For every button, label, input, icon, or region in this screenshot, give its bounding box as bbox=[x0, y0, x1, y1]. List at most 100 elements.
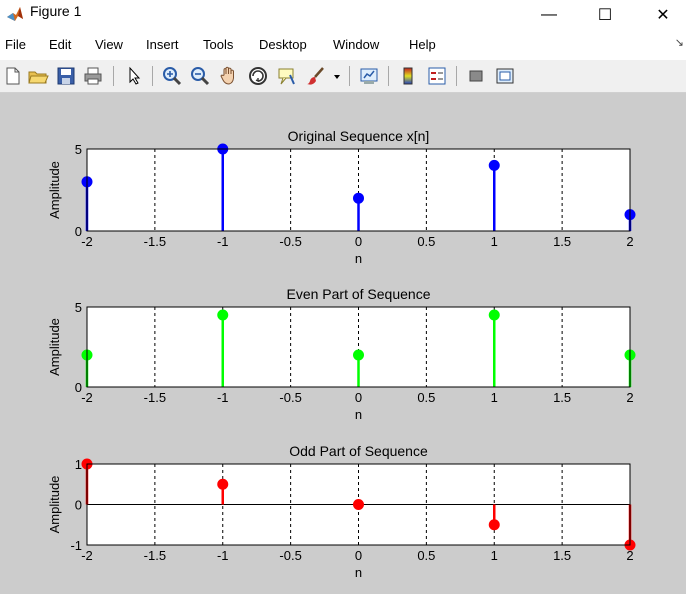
dock-arrow-icon[interactable]: ↘ bbox=[674, 37, 684, 49]
odd-x-tick-label: -1.5 bbox=[144, 548, 166, 563]
brush-icon[interactable] bbox=[305, 65, 327, 87]
show-plot-tools-icon[interactable] bbox=[494, 65, 516, 87]
original-y-tick-label: 5 bbox=[75, 142, 82, 157]
even-y-label: Amplitude bbox=[47, 318, 62, 376]
even-marker bbox=[353, 349, 364, 361]
minimize-button[interactable]: — bbox=[526, 0, 572, 30]
original-y-tick-label: 0 bbox=[75, 224, 82, 239]
title-bar: Figure 1 — ☐ ✕ bbox=[0, 0, 686, 30]
menu-bar: File Edit View Insert Tools Desktop Wind… bbox=[0, 34, 686, 56]
odd-x-tick-label: -1 bbox=[217, 548, 229, 563]
even-x-label: n bbox=[355, 407, 362, 422]
original-x-tick-label: 0.5 bbox=[417, 234, 435, 249]
open-file-icon[interactable] bbox=[27, 65, 49, 87]
figure-toolbar bbox=[0, 60, 686, 93]
colorbar-icon[interactable] bbox=[397, 65, 419, 87]
odd-x-tick-label: 1 bbox=[491, 548, 498, 563]
even-x-tick-label: 2 bbox=[626, 390, 633, 405]
odd-x-tick-label: 0.5 bbox=[417, 548, 435, 563]
figure-plots: -2 -1.5 -1 -0.5 0 0.5 1 1.5 2 0 5 Original Sequence… bbox=[47, 128, 636, 580]
original-x-label: n bbox=[355, 251, 362, 266]
menu-tools[interactable]: Tools bbox=[203, 37, 234, 52]
original-axes-frame bbox=[86, 148, 631, 232]
original-marker bbox=[353, 192, 364, 204]
even-x-tick-label: 0.5 bbox=[417, 390, 435, 405]
link-plot-icon[interactable] bbox=[358, 65, 380, 87]
zoom-out-icon[interactable] bbox=[189, 65, 211, 87]
figure-canvas: -2 -1.5 -1 -0.5 0 0.5 1 1.5 2 0 5 Original Sequence… bbox=[0, 93, 686, 594]
odd-x-tick-label: 2 bbox=[626, 548, 633, 563]
menu-help[interactable]: Help bbox=[409, 37, 436, 52]
even-x-tick-label: -1 bbox=[217, 390, 229, 405]
original-x-tick-label: -0.5 bbox=[279, 234, 301, 249]
edit-plot-arrow-icon[interactable] bbox=[123, 65, 145, 87]
odd-x-label: n bbox=[355, 565, 362, 580]
close-button[interactable]: ✕ bbox=[640, 0, 686, 30]
brush-dropdown-icon[interactable] bbox=[331, 65, 343, 87]
original-x-tick-label: 1 bbox=[491, 234, 498, 249]
toolbar-separator bbox=[456, 66, 457, 86]
even-marker bbox=[217, 309, 229, 321]
even-x-tick-label: -2 bbox=[81, 390, 93, 405]
original-x-tick-label: -1.5 bbox=[144, 234, 166, 249]
save-icon[interactable] bbox=[55, 65, 77, 87]
odd-marker bbox=[353, 499, 364, 510]
odd-marker bbox=[217, 478, 229, 490]
even-x-tick-label: 0 bbox=[355, 390, 362, 405]
menu-edit[interactable]: Edit bbox=[49, 37, 72, 52]
original-title: Original Sequence x[n] bbox=[288, 128, 430, 144]
odd-title: Odd Part of Sequence bbox=[289, 443, 428, 459]
original-axes: -2 -1.5 -1 -0.5 0 0.5 1 1.5 2 0 5 Original Sequence… bbox=[47, 128, 636, 266]
menu-desktop[interactable]: Desktop bbox=[259, 37, 307, 52]
maximize-button[interactable]: ☐ bbox=[582, 0, 628, 30]
rotate-3d-icon[interactable] bbox=[247, 65, 269, 87]
even-title: Even Part of Sequence bbox=[287, 286, 431, 302]
odd-x-tick-label: 1.5 bbox=[553, 548, 571, 563]
toolbar-separator bbox=[113, 66, 114, 86]
menu-insert[interactable]: Insert bbox=[146, 37, 179, 52]
even-axes: -2 -1.5 -1 -0.5 0 0.5 1 1.5 2 0 5 Even Part of Sequ… bbox=[47, 286, 636, 422]
new-figure-icon[interactable] bbox=[2, 65, 24, 87]
even-y-tick-label: 5 bbox=[75, 300, 82, 315]
original-x-tick-label: -2 bbox=[81, 234, 93, 249]
menu-window[interactable]: Window bbox=[333, 37, 380, 52]
odd-axes: -2 -1.5 -1 -0.5 0 0.5 1 1.5 2 -1 0 1 Odd Part of Seq… bbox=[47, 443, 636, 580]
data-cursor-icon[interactable] bbox=[276, 65, 298, 87]
even-x-tick-label: -1.5 bbox=[144, 390, 166, 405]
even-axes-frame bbox=[86, 306, 631, 388]
menu-file[interactable]: File bbox=[5, 37, 26, 52]
print-icon[interactable] bbox=[82, 65, 104, 87]
original-x-tick-label: 0 bbox=[355, 234, 362, 249]
original-marker bbox=[488, 159, 500, 171]
original-x-tick-label: -1 bbox=[217, 234, 229, 249]
original-y-label: Amplitude bbox=[47, 161, 62, 219]
odd-x-tick-label: 0 bbox=[355, 548, 362, 563]
even-x-tick-label: 1 bbox=[491, 390, 498, 405]
zoom-in-icon[interactable] bbox=[161, 65, 183, 87]
odd-x-tick-label: -2 bbox=[81, 548, 93, 563]
hide-plot-tools-icon[interactable] bbox=[465, 65, 487, 87]
toolbar-separator bbox=[152, 66, 153, 86]
original-x-tick-label: 1.5 bbox=[553, 234, 571, 249]
odd-y-tick-label: 1 bbox=[75, 457, 82, 472]
legend-icon[interactable] bbox=[426, 65, 448, 87]
toolbar-separator bbox=[349, 66, 350, 86]
even-x-tick-label: 1.5 bbox=[553, 390, 571, 405]
menu-view[interactable]: View bbox=[95, 37, 123, 52]
matlab-logo-icon bbox=[7, 7, 23, 21]
even-x-tick-label: -0.5 bbox=[279, 390, 301, 405]
maximize-icon: ☐ bbox=[597, 7, 613, 24]
odd-y-tick-label: 0 bbox=[75, 498, 82, 513]
original-x-tick-label: 2 bbox=[626, 234, 633, 249]
close-icon: ✕ bbox=[656, 7, 670, 24]
window-title: Figure 1 bbox=[30, 3, 82, 19]
even-marker bbox=[488, 309, 500, 321]
minimize-icon: — bbox=[541, 6, 557, 23]
odd-x-tick-label: -0.5 bbox=[279, 548, 301, 563]
odd-y-label: Amplitude bbox=[47, 476, 62, 534]
odd-marker bbox=[488, 519, 500, 531]
pan-hand-icon[interactable] bbox=[218, 65, 240, 87]
odd-y-tick-label: -1 bbox=[70, 538, 82, 553]
odd-axes-frame bbox=[86, 463, 631, 546]
